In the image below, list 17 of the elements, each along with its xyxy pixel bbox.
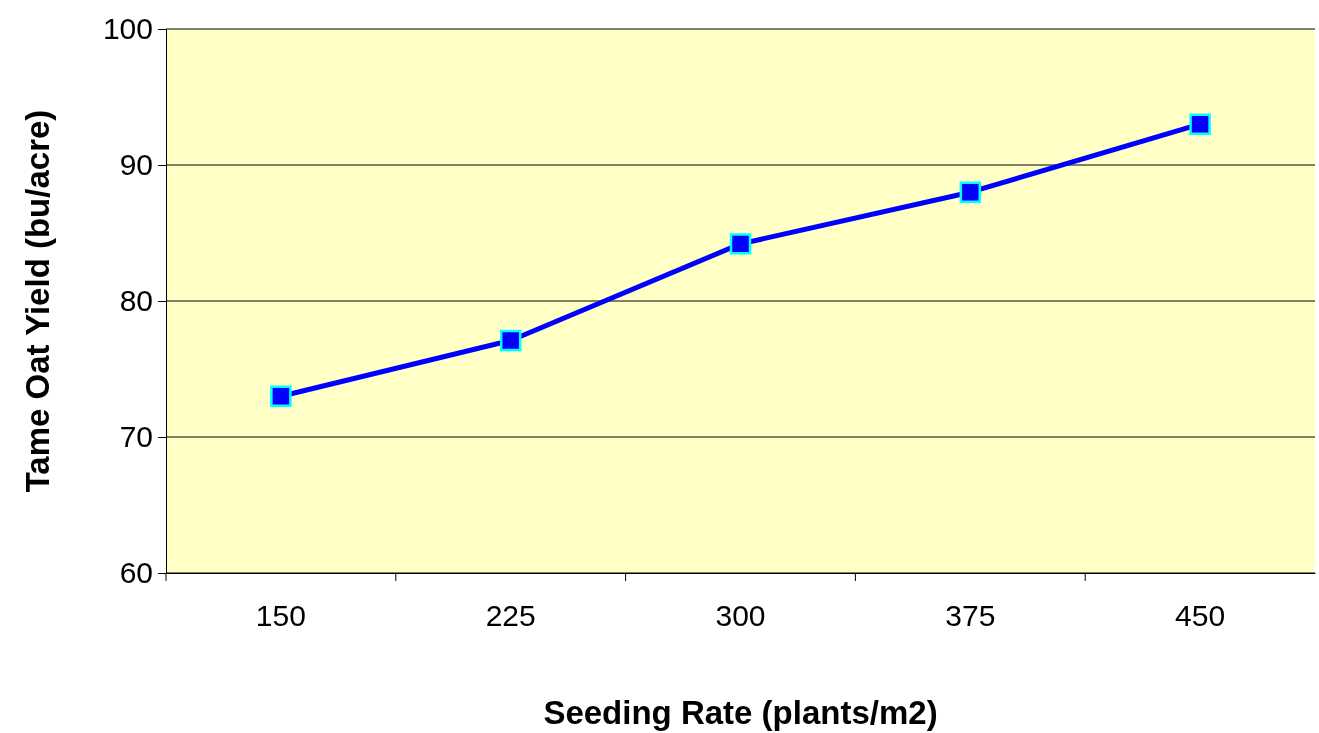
y-axis-title: Tame Oat Yield (bu/acre) [19, 109, 56, 493]
x-tick-label: 375 [945, 599, 996, 632]
x-tick-label: 450 [1175, 599, 1226, 632]
point [729, 233, 752, 255]
y-tick-label: 60 [119, 556, 153, 590]
x-tick-label: 150 [255, 599, 306, 632]
point [270, 385, 292, 407]
y-tick-label: 100 [102, 12, 153, 46]
point [499, 329, 522, 352]
x-axis-title: Seeding Rate (plants/m2) [543, 694, 938, 731]
x-tick-label: 300 [715, 599, 766, 632]
y-tick-label: 80 [119, 284, 153, 318]
y-tick-label: 70 [119, 420, 153, 454]
point [1189, 113, 1211, 135]
point [959, 181, 982, 203]
y-tick-label: 90 [119, 148, 153, 182]
x-tick-label: 225 [485, 599, 536, 632]
